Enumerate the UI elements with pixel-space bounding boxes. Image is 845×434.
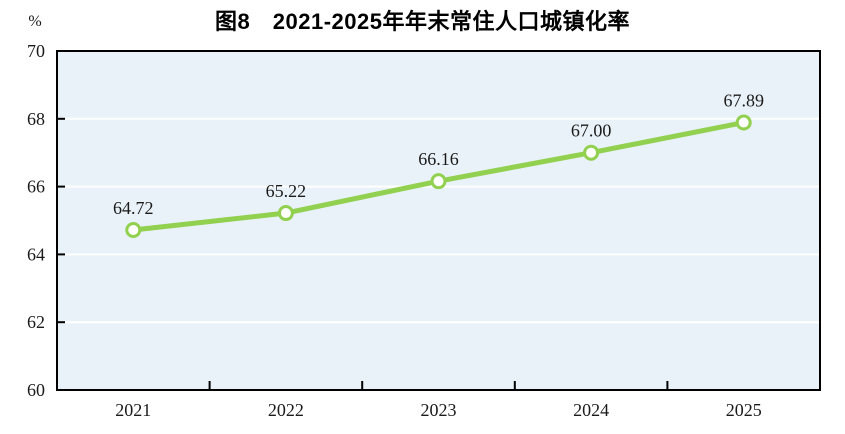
y-tick-label: 64 (27, 244, 45, 264)
y-axis-unit-label: % (28, 13, 42, 30)
data-point-marker (430, 173, 447, 190)
plot-border (56, 50, 821, 391)
data-point-marker (277, 205, 294, 222)
y-tick-label: 68 (27, 109, 45, 129)
data-point-label: 65.22 (266, 181, 307, 201)
data-point-label: 64.72 (113, 198, 154, 218)
data-point-marker (583, 144, 600, 161)
data-point-label: 66.16 (418, 149, 459, 169)
x-tick-label: 2021 (115, 400, 151, 420)
x-tick-label: 2023 (421, 400, 457, 420)
plot-background (57, 51, 820, 390)
y-tick-label: 60 (27, 380, 45, 400)
chart-title: 图8 2021-2025年年末常住人口城镇化率 (215, 9, 630, 34)
y-tick-label: 70 (27, 41, 45, 61)
data-point-marker (125, 221, 142, 238)
data-point-marker (735, 114, 752, 131)
x-tick-label: 2022 (268, 400, 304, 420)
data-point-label: 67.00 (571, 121, 612, 141)
x-tick-label: 2024 (573, 400, 609, 420)
y-tick-label: 62 (27, 312, 45, 332)
y-tick-label: 66 (27, 177, 45, 197)
data-point-label: 67.89 (723, 91, 764, 111)
x-tick-label: 2025 (726, 400, 762, 420)
